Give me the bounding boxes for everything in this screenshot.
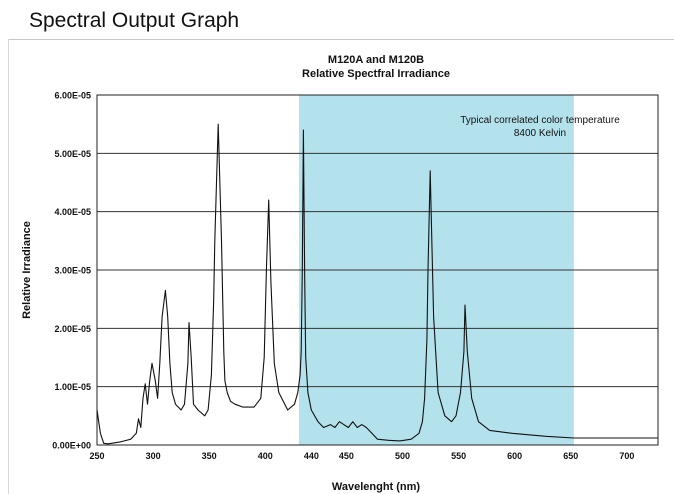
page-heading: Spectral Output Graph [29, 9, 240, 32]
panel-left-rule [8, 39, 9, 494]
x-tick-label: 500 [395, 451, 410, 461]
x-axis-label: Wavelenght (nm) [332, 481, 421, 493]
x-tick-label: 350 [202, 451, 217, 461]
y-axis-label: Relative Irradiance [21, 221, 33, 319]
x-tick-label: 250 [89, 451, 104, 461]
annotation-line-2: 8400 Kelvin [514, 128, 566, 139]
x-tick-label: 650 [563, 451, 578, 461]
x-tick-label: 550 [451, 451, 466, 461]
y-tick-label: 4.00E-05 [54, 207, 91, 217]
x-tick-label: 450 [339, 451, 354, 461]
spectrum-line [96, 123, 658, 445]
x-tick-label: 700 [619, 451, 634, 461]
panel-top-rule [8, 39, 674, 40]
annotation-line-1: Typical correlated color temperature [460, 115, 620, 126]
x-tick-label: 440 [304, 451, 319, 461]
y-tick-label: 2.00E-05 [54, 324, 91, 334]
chart-title: M120A and M120B [328, 54, 424, 66]
y-tick-label: 3.00E-05 [54, 266, 91, 276]
chart-subtitle: Relative Spectfral Irradiance [302, 68, 450, 80]
y-tick-label: 0.00E+00 [52, 441, 91, 451]
plot-frame [96, 94, 659, 446]
y-tick-label: 1.00E-05 [54, 382, 91, 392]
x-tick-label: 600 [507, 451, 522, 461]
x-tick-label: 400 [258, 451, 273, 461]
x-tick-label: 300 [146, 451, 161, 461]
y-tick-label: 5.00E-05 [54, 149, 91, 159]
y-tick-label: 6.00E-05 [54, 91, 91, 101]
